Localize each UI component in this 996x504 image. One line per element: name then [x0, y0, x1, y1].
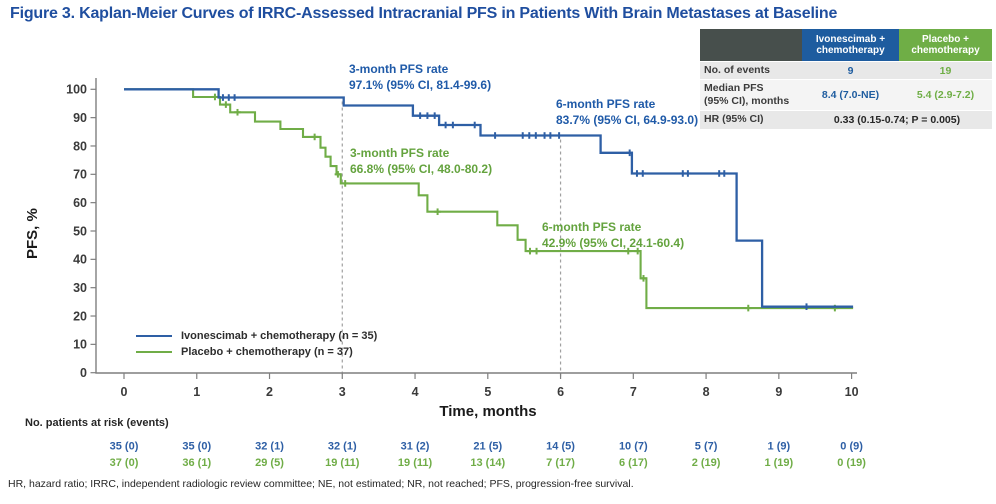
legend-label-ivonescimab: Ivonescimab + chemotherapy (n = 35) — [181, 330, 378, 342]
x-axis-title: Time, months — [439, 403, 537, 420]
legend-line-placebo — [136, 351, 172, 353]
events-ivonescimab-value: 9 — [802, 62, 899, 81]
x-tick-label: 10 — [845, 385, 859, 399]
km-curve-ivonescimab — [124, 88, 854, 308]
summary-table-row-median: Median PFS (95% CI), months 8.4 (7.0-NE)… — [700, 80, 992, 112]
y-tick-label: 60 — [73, 196, 87, 210]
risk-count: 36 (1) — [182, 457, 211, 469]
hr-value: 0.33 (0.15-0.74; P = 0.005) — [802, 111, 992, 130]
y-tick-label: 90 — [73, 111, 87, 125]
risk-count: 6 (17) — [619, 457, 648, 469]
risk-count: 1 (19) — [764, 457, 793, 469]
summary-table: Ivonescimab + chemotherapy Placebo + che… — [700, 29, 992, 130]
risk-count: 2 (19) — [692, 457, 721, 469]
annotation-label: 3-month PFS rate — [349, 62, 449, 76]
summary-table-col-placebo: Placebo + chemotherapy — [899, 29, 992, 62]
risk-count: 31 (2) — [401, 441, 430, 453]
row-label-median-pfs: Median PFS (95% CI), months — [700, 80, 802, 112]
footnote-abbreviations: HR, hazard ratio; IRRC, independent radi… — [8, 478, 634, 490]
median-pfs-ivonescimab-value: 8.4 (7.0-NE) — [802, 80, 899, 112]
risk-count: 32 (1) — [255, 441, 284, 453]
chart-legend: Ivonescimab + chemotherapy (n = 35) Plac… — [136, 328, 377, 360]
risk-count: 0 (9) — [840, 441, 863, 453]
annotation-value: 97.1% (95% CI, 81.4-99.6) — [349, 77, 492, 92]
risk-count: 21 (5) — [473, 441, 502, 453]
annotation-value: 42.9% (95% CI, 24.1-60.4) — [542, 235, 685, 250]
y-tick-label: 40 — [73, 253, 87, 267]
summary-table-row-hr: HR (95% CI) 0.33 (0.15-0.74; P = 0.005) — [700, 111, 992, 130]
risk-count: 35 (0) — [182, 441, 211, 453]
annotation-label: 6-month PFS rate — [542, 220, 642, 234]
risk-row-ivonescimab: 35 (0) 35 (0) 32 (1) 32 (1) 31 (2) 21 (5) 14 (… — [110, 441, 864, 453]
annotation-placebo-3month: 3-month PFS rate 66.8% (95% CI, 48.0-80.… — [350, 146, 492, 177]
risk-count: 5 (7) — [695, 441, 718, 453]
risk-count: 0 (19) — [837, 457, 866, 469]
risk-count: 32 (1) — [328, 441, 357, 453]
x-tick-label: 1 — [193, 385, 200, 399]
km-series-ivonescimab — [124, 88, 854, 310]
y-axis-title: PFS, % — [24, 208, 41, 259]
risk-count: 19 (11) — [398, 457, 433, 469]
summary-table-row-events: No. of events 9 19 — [700, 62, 992, 81]
x-tick-label: 3 — [339, 385, 346, 399]
km-series-placebo — [124, 88, 854, 312]
legend-item-ivonescimab: Ivonescimab + chemotherapy (n = 35) — [136, 328, 377, 344]
annotation-value: 83.7% (95% CI, 64.9-93.0) — [556, 112, 699, 127]
x-tick-label: 8 — [703, 385, 710, 399]
x-tick-label: 2 — [266, 385, 273, 399]
annotation-value: 66.8% (95% CI, 48.0-80.2) — [350, 161, 493, 176]
summary-table-corner-cell — [700, 29, 802, 62]
risk-count: 10 (7) — [619, 441, 648, 453]
annotation-label: 6-month PFS rate — [556, 97, 656, 111]
annotation-ivonescimab-6month: 6-month PFS rate 83.7% (95% CI, 64.9-93.… — [556, 97, 698, 128]
summary-table-header-row: Ivonescimab + chemotherapy Placebo + che… — [700, 29, 992, 62]
risk-count: 1 (9) — [768, 441, 791, 453]
legend-item-placebo: Placebo + chemotherapy (n = 37) — [136, 344, 377, 360]
median-pfs-placebo-value: 5.4 (2.9-7.2) — [899, 80, 992, 112]
summary-table-col-ivonescimab: Ivonescimab + chemotherapy — [802, 29, 899, 62]
risk-count: 29 (5) — [255, 457, 284, 469]
risk-count: 14 (5) — [546, 441, 575, 453]
annotation-label: 3-month PFS rate — [350, 146, 450, 160]
x-tick-label: 6 — [557, 385, 564, 399]
risk-count: 37 (0) — [110, 457, 139, 469]
y-tick-label: 30 — [73, 281, 87, 295]
annotation-ivonescimab-3month: 3-month PFS rate 97.1% (95% CI, 81.4-99.… — [349, 62, 491, 93]
km-curve-placebo — [124, 88, 854, 310]
risk-count: 35 (0) — [110, 441, 139, 453]
legend-line-ivonescimab — [136, 335, 172, 337]
x-tick-label: 0 — [121, 385, 128, 399]
row-label-hr: HR (95% CI) — [700, 111, 802, 130]
censor-marks-ivonescimab — [219, 94, 810, 310]
x-tick-label: 9 — [775, 385, 782, 399]
y-tick-label: 100 — [66, 83, 87, 97]
y-tick-label: 10 — [73, 338, 87, 352]
x-tick-label: 4 — [412, 385, 419, 399]
row-label-events: No. of events — [700, 62, 802, 81]
x-tick-label: 7 — [630, 385, 637, 399]
x-tick-label: 5 — [484, 385, 491, 399]
y-tick-label: 0 — [80, 366, 87, 380]
legend-label-placebo: Placebo + chemotherapy (n = 37) — [181, 346, 353, 358]
y-tick-label: 70 — [73, 168, 87, 182]
risk-count: 19 (11) — [325, 457, 360, 469]
y-tick-label: 20 — [73, 309, 87, 323]
risk-count: 7 (17) — [546, 457, 575, 469]
censor-marks-placebo — [211, 93, 839, 312]
y-tick-label: 50 — [73, 224, 87, 238]
risk-count: 13 (14) — [470, 457, 505, 469]
figure-title: Figure 3. Kaplan-Meier Curves of IRRC-As… — [10, 5, 838, 22]
risk-table-label: No. patients at risk (events) — [25, 417, 169, 429]
reference-lines — [341, 101, 562, 378]
events-placebo-value: 19 — [899, 62, 992, 81]
annotation-placebo-6month: 6-month PFS rate 42.9% (95% CI, 24.1-60.… — [542, 220, 684, 251]
y-tick-label: 80 — [73, 139, 87, 153]
risk-row-placebo: 37 (0) 36 (1) 29 (5) 19 (11) 19 (11) 13 (14) 7… — [110, 457, 867, 469]
